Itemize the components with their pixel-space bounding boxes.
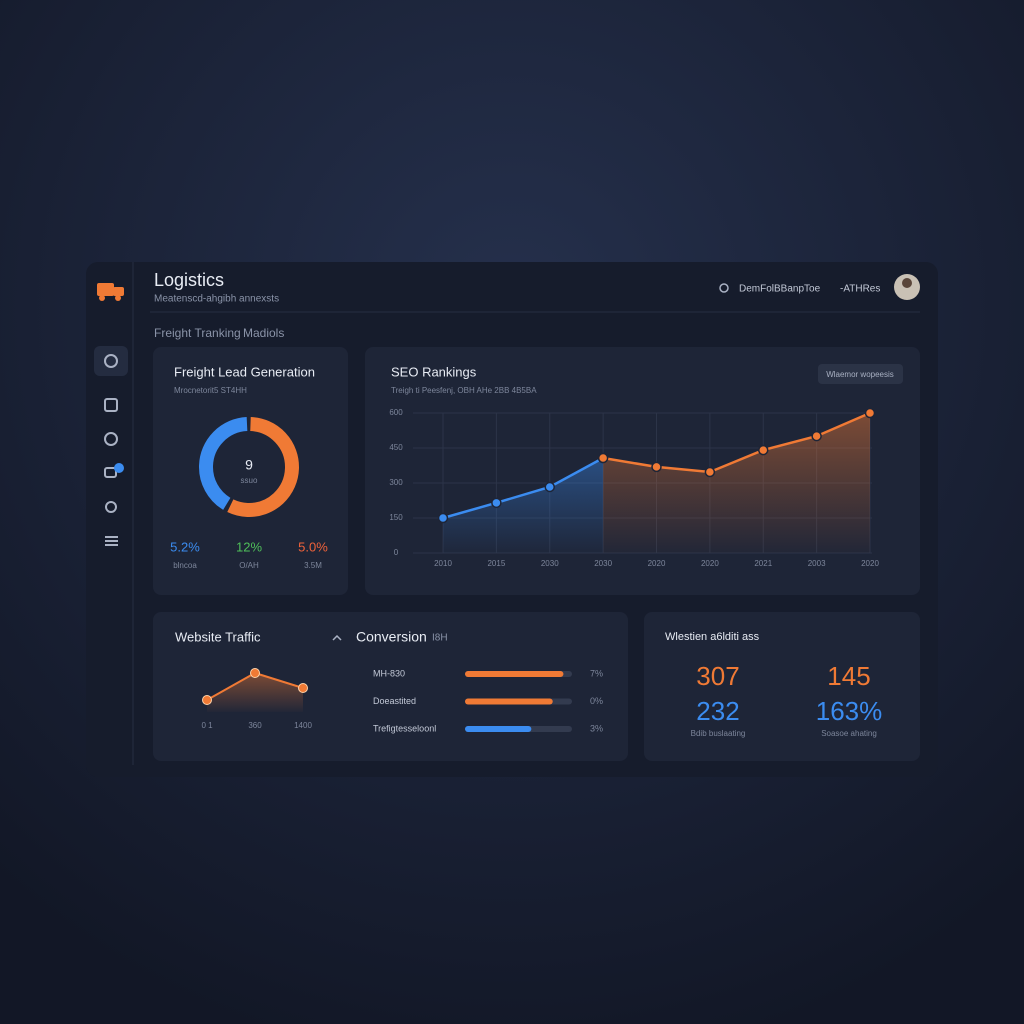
avatar-face [902, 278, 912, 288]
metric-value: 145 [827, 661, 870, 691]
line [602, 411, 871, 474]
point [704, 466, 716, 478]
card-subtitle: Mrocnetorit5 ST4HH [174, 386, 247, 395]
app-subtitle: Meatenscd-ahgibh annexsts [154, 294, 279, 305]
x-tick-label: 1400 [294, 721, 312, 730]
donut-center: 9 [245, 457, 253, 473]
status: -ATHRes [840, 284, 880, 295]
y-tick-label: 300 [389, 478, 403, 487]
stat-label: O/AH [239, 561, 259, 570]
card-title: Freight Lead Generation [174, 364, 315, 379]
donut-segment [199, 417, 299, 517]
card-subtitle: Treigh ti Peesfenj, OBH AHe 2BB 4B5BA [391, 386, 537, 395]
stat-label: 3.5M [304, 561, 322, 570]
card-lead-generation [153, 347, 348, 595]
conversion-title: Conversion [356, 629, 427, 645]
progress-fill [465, 671, 564, 677]
point [811, 430, 822, 442]
stat-value: 5.2% [170, 539, 200, 554]
metric-caption: Bdib buslaating [691, 729, 746, 738]
x-tick-label: 0 1 [201, 721, 213, 730]
metric-caption: Soasoe ahating [821, 729, 877, 738]
nav-settings[interactable] [105, 501, 117, 513]
card-summary [644, 612, 920, 761]
seo-button-label[interactable]: Wlaemor wopeesis [826, 370, 894, 379]
area [603, 413, 870, 553]
y-tick-label: 0 [394, 548, 399, 557]
badge [114, 463, 124, 473]
breadcrumb[interactable]: Freight Tranking [154, 326, 241, 340]
area [207, 673, 303, 712]
point [298, 683, 308, 693]
nav-tracking[interactable] [104, 432, 118, 446]
progress-fill [465, 698, 553, 705]
x-tick-label: 2020 [701, 559, 719, 568]
card-title: Website Traffic [175, 629, 261, 644]
row-label: MH-830 [373, 668, 405, 678]
donut-center-sub: ssuo [241, 476, 258, 485]
progress-fill [465, 726, 532, 732]
user-name[interactable]: DemFolBBanpToe [739, 284, 821, 295]
nav-list[interactable] [105, 536, 118, 546]
summary-title: Wlestien a6lditi ass [665, 631, 760, 643]
row-value: 3% [590, 723, 603, 733]
y-tick-label: 450 [389, 443, 403, 452]
row-label: Doeastited [373, 696, 416, 706]
x-tick-label: 2020 [861, 559, 879, 568]
point [651, 461, 662, 473]
row-value: 7% [590, 668, 603, 678]
x-tick-label: 2010 [434, 559, 452, 568]
app-title: Logistics [154, 270, 224, 290]
row-label: Trefigtesseloonl [373, 723, 436, 733]
x-tick-label: 360 [248, 721, 262, 730]
breadcrumb[interactable]: Madiols [243, 326, 284, 340]
point [491, 497, 502, 509]
row-value: 0% [590, 696, 603, 706]
collapse-icon[interactable] [332, 634, 342, 641]
refresh-icon[interactable] [719, 283, 729, 293]
point [202, 695, 212, 705]
point [250, 668, 260, 678]
stat-value: 5.0% [298, 539, 328, 554]
point [597, 452, 609, 464]
x-tick-label: 2030 [541, 559, 559, 568]
nav-home[interactable] [94, 346, 128, 376]
x-tick-label: 2003 [808, 559, 826, 568]
x-tick-label: 2015 [487, 559, 505, 568]
conversion-tag: I8H [432, 633, 448, 644]
point [544, 481, 555, 493]
point [437, 512, 449, 524]
truck-logo [97, 283, 124, 301]
x-tick-label: 2020 [648, 559, 666, 568]
nav-docs[interactable] [104, 398, 118, 412]
card-traffic [153, 612, 628, 761]
metric-value: 307 [696, 661, 739, 691]
donut-segment [199, 417, 299, 517]
point [864, 407, 876, 419]
area [443, 458, 604, 553]
stat-value: 12% [236, 539, 262, 554]
nav-messages[interactable] [104, 467, 117, 478]
card-title: SEO Rankings [391, 364, 477, 379]
stat-label: blncoa [173, 561, 197, 570]
metric-value: 232 [696, 696, 739, 726]
line [442, 456, 604, 520]
x-tick-label: 2030 [594, 559, 612, 568]
y-tick-label: 150 [389, 513, 403, 522]
seo-button[interactable] [818, 364, 903, 384]
metric-value: 163% [816, 696, 883, 726]
nav-icon [104, 354, 118, 368]
y-tick-label: 600 [389, 408, 403, 417]
x-tick-label: 2021 [754, 559, 772, 568]
point [758, 444, 769, 456]
